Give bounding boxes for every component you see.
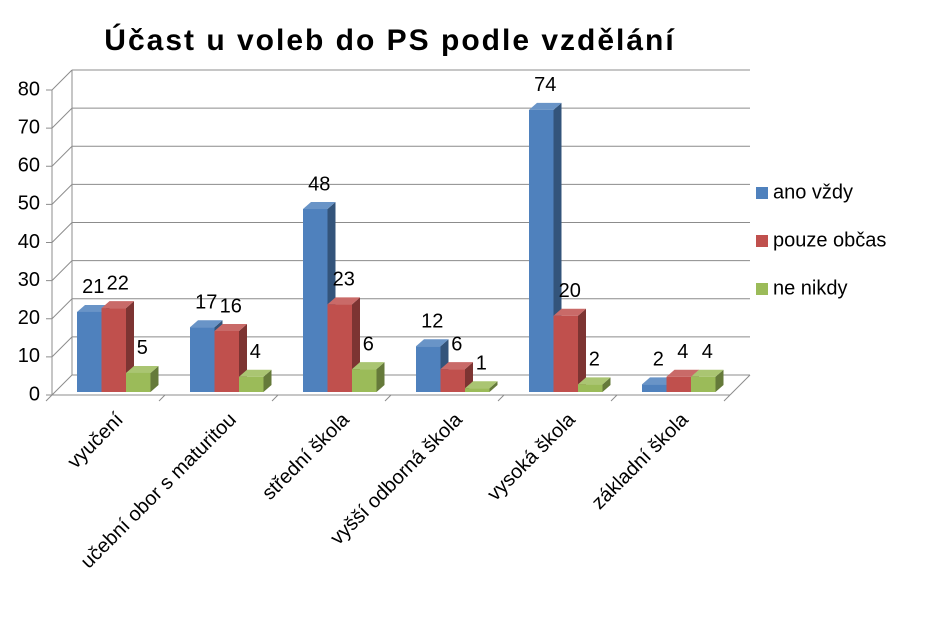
side-grid-line [51, 184, 73, 205]
bar [691, 376, 716, 392]
value-label: 5 [137, 337, 148, 359]
x-tick [384, 394, 392, 402]
bar [190, 327, 215, 392]
value-label: 4 [677, 341, 688, 363]
y-tick-label: 20 [18, 307, 40, 329]
y-tick-label: 0 [29, 383, 40, 405]
bar [642, 384, 667, 392]
legend-label: ano vždy [773, 181, 853, 203]
bar [126, 372, 151, 392]
bar [239, 376, 264, 392]
floor-right [729, 374, 751, 396]
value-label: 74 [534, 74, 556, 96]
value-label: 6 [451, 333, 462, 355]
bar-side [715, 369, 724, 392]
side-grid-line [51, 222, 73, 243]
bar-top [465, 381, 498, 389]
bar [352, 369, 377, 392]
bar-top [352, 362, 385, 370]
bar-top [77, 304, 110, 312]
x-tick [158, 394, 166, 402]
x-tick-label: vyučení [63, 408, 128, 473]
bar [214, 331, 239, 392]
bar-top [190, 320, 223, 328]
side-grid-line [51, 69, 73, 91]
x-tick-label: základní škola [588, 408, 694, 514]
bar-side [376, 362, 385, 392]
bar-top [578, 377, 611, 385]
legend-swatch [756, 283, 768, 295]
legend-swatch [756, 187, 768, 199]
bar-side [263, 369, 272, 392]
y-tick-label: 80 [18, 78, 40, 100]
side-grid-line [51, 145, 73, 167]
bar [101, 308, 126, 392]
y-tick-label: 60 [18, 155, 40, 177]
side-grid-line [51, 374, 73, 396]
legend-swatch [756, 235, 768, 247]
bar [529, 109, 554, 392]
bar [77, 311, 102, 392]
value-label: 6 [363, 333, 374, 355]
value-label: 12 [421, 311, 443, 333]
bar-top [529, 102, 562, 110]
value-label: 17 [195, 291, 217, 313]
y-tick-label: 50 [18, 193, 40, 215]
bar-side [489, 381, 498, 392]
chart-title: Účast u voleb do PS podle vzdělání [104, 23, 675, 57]
bar [666, 376, 691, 392]
bar [416, 346, 441, 392]
side-grid-line [51, 336, 73, 358]
bar [465, 388, 490, 392]
y-tick-label: 10 [18, 345, 40, 367]
legend-label: pouze občas [773, 229, 886, 251]
bar [327, 304, 352, 392]
bar-top [642, 377, 675, 385]
bar-top [553, 308, 586, 316]
side-grid-line [51, 260, 73, 281]
x-tick [497, 394, 505, 402]
value-label: 16 [220, 295, 242, 317]
bar [303, 209, 328, 392]
bar-top [126, 365, 159, 373]
bar-top [239, 369, 272, 377]
bar-top [440, 362, 473, 370]
x-tick-label: vysoká škola [483, 408, 580, 505]
value-label: 48 [308, 173, 330, 195]
value-label: 20 [559, 280, 581, 302]
x-tick [723, 394, 731, 402]
value-label: 22 [107, 272, 129, 294]
bar-side [602, 377, 611, 392]
value-label: 4 [702, 341, 713, 363]
value-label: 2 [589, 349, 600, 371]
bar-side [150, 365, 159, 392]
x-tick [610, 394, 618, 402]
bar-top [101, 301, 134, 309]
bar [578, 384, 603, 392]
y-tick-label: 70 [18, 116, 40, 138]
x-tick-label: střední škola [258, 408, 354, 504]
value-label: 2 [653, 349, 664, 371]
y-tick-label: 40 [18, 231, 40, 253]
value-label: 1 [476, 352, 487, 374]
bar [440, 369, 465, 392]
bar-top [666, 369, 699, 377]
bar-top [214, 324, 247, 331]
bar-top [691, 369, 724, 377]
legend-label: ne nikdy [773, 277, 848, 299]
bar-side [578, 308, 586, 392]
side-grid-line [51, 107, 73, 129]
value-label: 23 [333, 269, 355, 291]
bar-top [416, 339, 449, 347]
x-tick [271, 394, 279, 402]
side-grid-line [51, 298, 73, 320]
y-tick-label: 30 [18, 269, 40, 291]
value-label: 21 [82, 276, 104, 298]
bar-top [303, 202, 336, 209]
value-label: 4 [250, 341, 261, 363]
x-tick [45, 394, 53, 402]
bar [553, 315, 578, 392]
bar-top [327, 297, 360, 305]
